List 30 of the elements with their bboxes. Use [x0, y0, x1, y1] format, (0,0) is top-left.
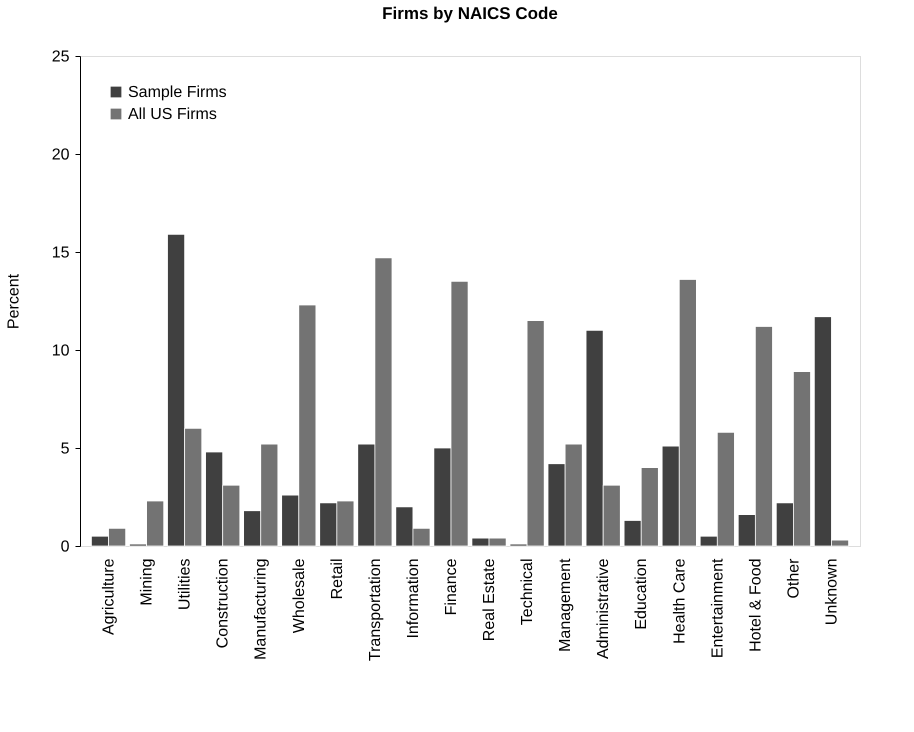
- x-tick-label: Other: [785, 558, 802, 599]
- x-tick-label: Agriculture: [100, 558, 118, 635]
- y-tick-label: 0: [60, 538, 70, 556]
- y-tick-label: 10: [52, 342, 70, 360]
- y-tick-label: 25: [52, 48, 70, 66]
- y-tick-label: 5: [60, 440, 70, 458]
- chart-title: Firms by NAICS Code: [382, 4, 558, 23]
- x-tick-label: Retail: [328, 558, 346, 600]
- x-tick-label: Finance: [442, 558, 460, 616]
- y-tick-label: 20: [52, 146, 70, 164]
- x-tick-label: Construction: [214, 558, 232, 648]
- legend-label: All US Firms: [128, 106, 217, 123]
- x-tick-label: Technical: [519, 558, 536, 626]
- x-tick-label: Health Care: [671, 558, 688, 644]
- x-tick-label: Administrative: [595, 558, 612, 659]
- legend-label: Sample Firms: [128, 84, 227, 101]
- x-tick-label: Real Estate: [481, 558, 498, 642]
- x-tick-label: Manufacturing: [252, 558, 270, 660]
- x-tick-label: Hotel & Food: [747, 558, 764, 652]
- y-tick-label: 15: [52, 244, 70, 262]
- x-tick-label: Wholesale: [290, 558, 308, 634]
- y-axis-title: Percent: [6, 273, 23, 330]
- x-tick-label: Management: [557, 558, 574, 652]
- x-tick-label: Unknown: [823, 558, 840, 626]
- x-tick-label: Entertainment: [709, 558, 726, 658]
- x-tick-label: Mining: [138, 558, 156, 606]
- x-tick-label: Utilities: [176, 558, 194, 610]
- x-tick-label: Education: [633, 558, 650, 630]
- x-tick-label: Information: [404, 558, 422, 639]
- x-tick-label: Transportation: [366, 558, 384, 662]
